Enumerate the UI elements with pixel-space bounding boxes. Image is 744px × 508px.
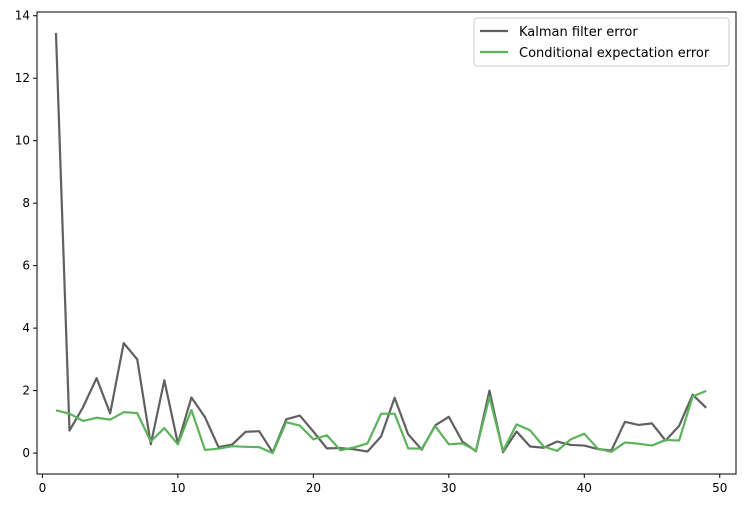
y-tick-label: 12 [15, 71, 30, 85]
legend-label-kalman: Kalman filter error [519, 25, 638, 40]
y-tick-label: 0 [22, 446, 30, 460]
series-line-conditional-expectation-error [55, 389, 707, 455]
legend-label-conditional: Conditional expectation error [519, 46, 710, 61]
x-tick-label: 10 [170, 481, 185, 495]
plot-frame [36, 11, 737, 475]
y-tick-label: 14 [15, 9, 30, 23]
x-tick-label: 30 [441, 481, 456, 495]
y-tick-label: 2 [22, 384, 30, 398]
tick-layer: 0 10 20 30 40 50 0 2 4 6 8 10 12 14 [15, 9, 728, 495]
y-tick-label: 4 [22, 321, 30, 335]
y-tick-label: 8 [22, 196, 30, 210]
x-tick-label: 20 [306, 481, 321, 495]
x-tick-label: 0 [39, 481, 47, 495]
legend: Kalman filter error Conditional expectat… [473, 17, 730, 67]
x-tick-label: 50 [712, 481, 727, 495]
y-tick-label: 6 [22, 259, 30, 273]
x-tick-label: 40 [577, 481, 592, 495]
y-tick-label: 10 [15, 134, 30, 148]
series-layer [54, 32, 707, 455]
legend-box [473, 17, 730, 67]
plot-background [37, 12, 736, 474]
